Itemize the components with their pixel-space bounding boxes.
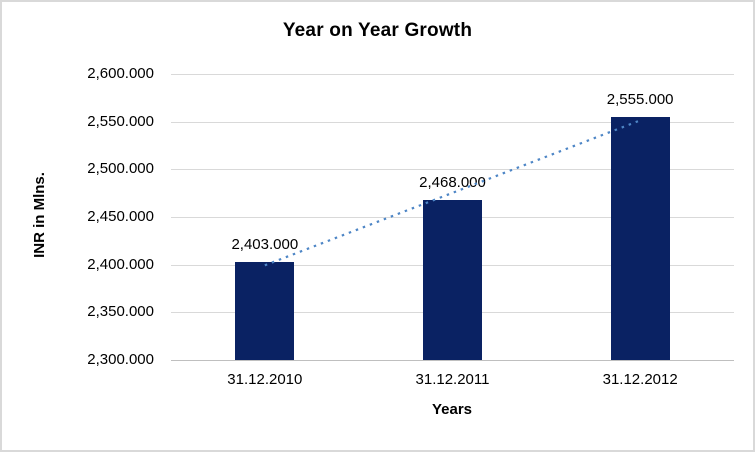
gridline (171, 74, 734, 75)
chart-title: Year on Year Growth (282, 20, 473, 41)
bar-data-label: 2,468.000 (419, 173, 486, 191)
bar[interactable] (235, 261, 295, 360)
bar-data-label: 2,403.000 (231, 235, 299, 253)
bar[interactable] (423, 199, 482, 360)
x-tick-label: 31.12.2012 (602, 371, 678, 388)
bar[interactable] (610, 116, 670, 360)
y-tick-label: 2,600.000 (87, 65, 154, 82)
x-axis-line (171, 360, 734, 361)
x-tick-label: 31.12.2011 (415, 371, 490, 388)
y-tick-label: 2,550.000 (87, 112, 154, 130)
y-tick-label: 2,350.000 (87, 303, 154, 321)
bar-data-label: 2,555.000 (606, 90, 674, 108)
y-tick-label: 2,450.000 (87, 208, 154, 225)
y-tick-label: 2,400.000 (87, 255, 154, 273)
y-tick-label: 2,300.000 (87, 351, 154, 368)
y-tick-label: 2,500.000 (87, 160, 154, 178)
x-axis-title: Years (431, 401, 473, 418)
x-tick-label: 31.12.2010 (227, 371, 303, 388)
